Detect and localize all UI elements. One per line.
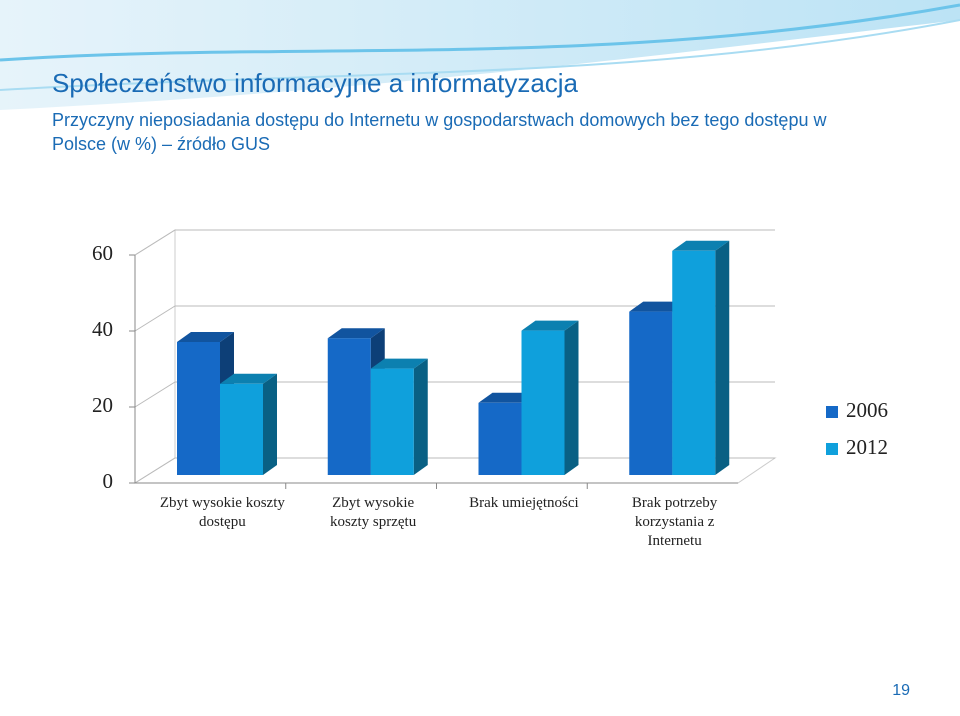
title: Społeczeństwo informacyjne a informatyza…: [52, 68, 579, 98]
x-tick-label: Brak umiejętności: [469, 495, 579, 511]
bar: [177, 342, 220, 475]
bar: [629, 311, 673, 475]
bar-side: [715, 240, 730, 475]
bar: [672, 250, 716, 475]
bar: [327, 338, 371, 475]
y-tick-label: 20: [92, 393, 113, 417]
legend-label: 2006: [846, 398, 888, 422]
back-wall: [134, 229, 176, 484]
bar: [220, 383, 263, 475]
bar-top: [177, 332, 234, 342]
x-tick-label: Zbyt wysokie koszty sprzętu: [330, 495, 417, 530]
bar: [521, 330, 565, 475]
grid-line: [134, 305, 775, 332]
bar-side: [564, 320, 579, 475]
y-tick-label: 0: [103, 469, 114, 493]
bar-side: [263, 373, 277, 475]
x-tick-label: Brak potrzeby korzystania z Internetu: [631, 495, 718, 549]
x-tick-label: Zbyt wysokie koszty dostępu: [159, 495, 285, 530]
bar-top: [521, 320, 579, 331]
bar-side: [413, 358, 428, 475]
grid-line: [134, 229, 775, 256]
header-decoration: [0, 0, 960, 110]
bar-top: [327, 328, 385, 339]
legend-swatch: [826, 443, 838, 455]
bar-top: [478, 392, 536, 403]
bar-top: [370, 358, 428, 369]
bar-top: [220, 373, 277, 384]
y-tick-label: 60: [92, 241, 113, 265]
legend-label: 2012: [846, 435, 888, 459]
page-number: 19: [892, 682, 910, 699]
bar: [478, 402, 522, 475]
subtitle: Przyczyny nieposiadania dostępu do Inter…: [52, 110, 827, 154]
bar-top: [672, 240, 730, 251]
bar: [370, 368, 414, 475]
bar-top: [629, 301, 687, 312]
legend-swatch: [826, 406, 838, 418]
y-tick-label: 40: [92, 317, 113, 341]
